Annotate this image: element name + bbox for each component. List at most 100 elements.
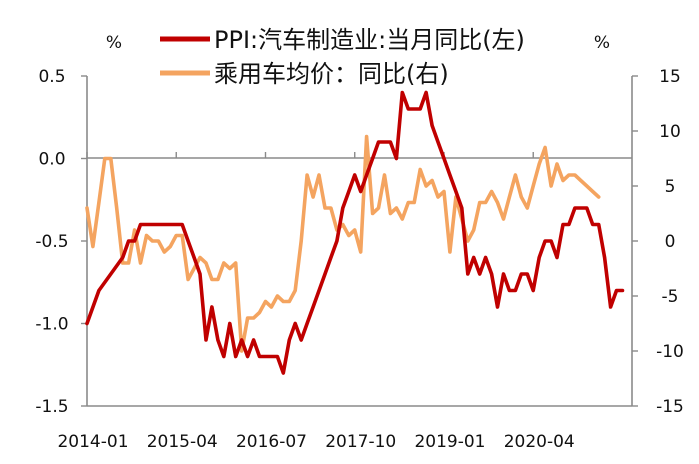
data-point <box>294 322 296 324</box>
data-point <box>538 256 540 258</box>
data-point <box>550 185 552 187</box>
data-point <box>419 108 421 110</box>
data-point <box>526 207 528 209</box>
data-point <box>407 108 409 110</box>
data-point <box>300 240 302 242</box>
left-tick-label: -0.5 <box>35 232 68 252</box>
data-point <box>407 201 409 203</box>
data-point <box>479 201 481 203</box>
data-point <box>568 223 570 225</box>
data-point <box>473 229 475 231</box>
data-point <box>270 355 272 357</box>
data-point <box>187 278 189 280</box>
data-point <box>562 179 564 181</box>
left-axis-unit: % <box>106 33 122 53</box>
data-point <box>592 223 594 225</box>
data-point <box>127 262 129 264</box>
x-tick-label: 2014-01 <box>57 432 128 452</box>
x-tick-label: 2017-10 <box>325 432 396 452</box>
data-point <box>235 355 237 357</box>
right-axis-unit: % <box>594 33 610 53</box>
right-tick-label: 0 <box>665 232 676 252</box>
data-point <box>490 190 492 192</box>
data-point <box>365 135 367 137</box>
data-point <box>461 218 463 220</box>
data-point <box>479 273 481 275</box>
data-point <box>193 256 195 258</box>
data-point <box>86 322 88 324</box>
data-point <box>568 174 570 176</box>
data-point <box>324 207 326 209</box>
data-point <box>270 306 272 308</box>
data-point <box>371 157 373 159</box>
x-tick-label: 2019-01 <box>414 432 485 452</box>
data-point <box>455 196 457 198</box>
left-tick-label: 0.5 <box>38 67 65 87</box>
right-tick-label: 10 <box>659 122 681 142</box>
data-point <box>324 273 326 275</box>
data-point <box>544 240 546 242</box>
data-point <box>288 339 290 341</box>
data-point <box>526 273 528 275</box>
data-point <box>187 240 189 242</box>
data-point <box>211 306 213 308</box>
data-point <box>395 207 397 209</box>
data-point <box>312 196 314 198</box>
data-point <box>401 91 403 93</box>
data-point <box>342 207 344 209</box>
data-point <box>360 190 362 192</box>
data-point <box>383 174 385 176</box>
data-point <box>598 223 600 225</box>
left-tick-label: -1.0 <box>35 315 68 335</box>
data-point <box>431 124 433 126</box>
data-point <box>264 300 266 302</box>
data-point <box>520 196 522 198</box>
data-point <box>330 256 332 258</box>
legend-label-car-price: 乘用车均价：同比(右) <box>214 60 449 88</box>
data-point <box>443 190 445 192</box>
data-point <box>312 306 314 308</box>
data-point <box>348 190 350 192</box>
right-axis-unit-group: % <box>594 33 610 53</box>
data-point <box>330 207 332 209</box>
data-point <box>98 289 100 291</box>
right-tick-label: 5 <box>665 177 676 197</box>
data-point <box>449 251 451 253</box>
data-point <box>252 339 254 341</box>
data-point <box>389 212 391 214</box>
data-point <box>336 240 338 242</box>
right-axis-ticks: 15 10 5 0 -5 -10 -15 <box>632 67 684 417</box>
data-point <box>562 223 564 225</box>
data-point <box>235 262 237 264</box>
data-point <box>223 355 225 357</box>
data-point <box>449 174 451 176</box>
data-point <box>425 91 427 93</box>
left-tick-label: -1.5 <box>35 397 68 417</box>
data-point <box>365 174 367 176</box>
data-point <box>484 256 486 258</box>
data-point <box>592 190 594 192</box>
data-point <box>193 267 195 269</box>
data-point <box>98 201 100 203</box>
data-point <box>342 223 344 225</box>
data-point <box>163 251 165 253</box>
data-point <box>246 355 248 357</box>
data-point <box>151 223 153 225</box>
right-tick-label: -15 <box>656 397 684 417</box>
data-point <box>360 251 362 253</box>
data-point <box>294 289 296 291</box>
data-point <box>175 234 177 236</box>
data-point <box>133 229 135 231</box>
data-point <box>300 339 302 341</box>
data-point <box>467 240 469 242</box>
data-point <box>217 278 219 280</box>
data-point <box>580 179 582 181</box>
data-point <box>282 372 284 374</box>
data-point <box>413 201 415 203</box>
data-point <box>586 185 588 187</box>
data-point <box>92 245 94 247</box>
data-point <box>306 322 308 324</box>
data-point <box>211 278 213 280</box>
right-tick-label: 15 <box>659 67 681 87</box>
data-point <box>139 262 141 264</box>
